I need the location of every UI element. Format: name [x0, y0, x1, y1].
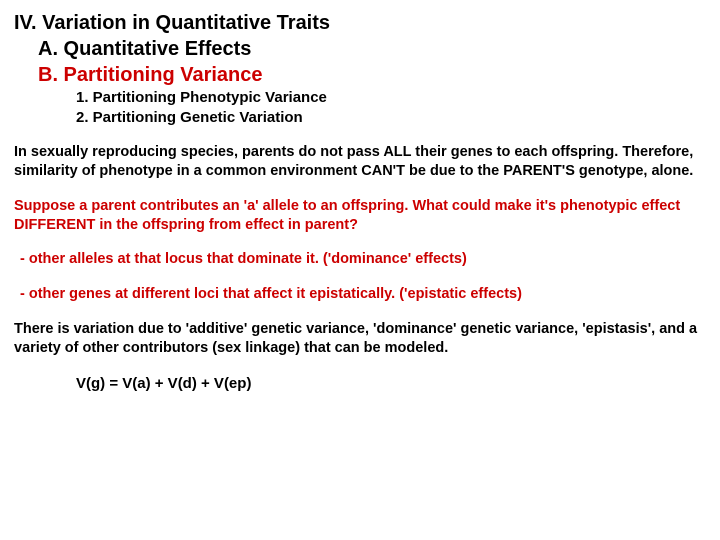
paragraph-2: Suppose a parent contributes an 'a' alle… — [14, 197, 706, 235]
paragraph-1: In sexually reproducing species, parents… — [14, 143, 706, 181]
paragraph-3: There is variation due to 'additive' gen… — [14, 320, 706, 358]
point-epistatic: - other genes at different loci that aff… — [14, 285, 706, 304]
numbered-item-2: 2. Partitioning Genetic Variation — [14, 108, 706, 128]
heading-sub-a: A. Quantitative Effects — [14, 36, 706, 62]
slide-content: IV. Variation in Quantitative Traits A. … — [0, 0, 720, 403]
heading-main: IV. Variation in Quantitative Traits — [14, 10, 706, 36]
numbered-item-1: 1. Partitioning Phenotypic Variance — [14, 88, 706, 108]
equation: V(g) = V(a) + V(d) + V(ep) — [14, 374, 706, 394]
point-dominance: - other alleles at that locus that domin… — [14, 250, 706, 269]
heading-sub-b: B. Partitioning Variance — [14, 62, 706, 88]
